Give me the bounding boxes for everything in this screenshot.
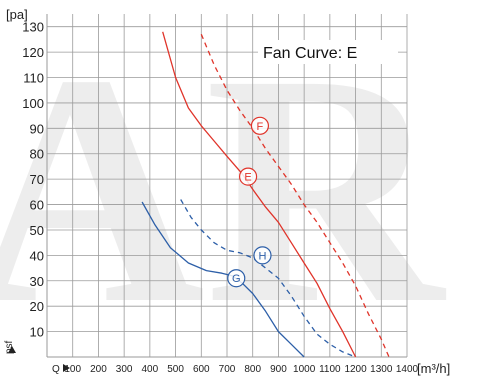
series-label-h: H bbox=[259, 250, 267, 262]
x-prefix-label: Q bbox=[52, 364, 60, 375]
y-tick-label: 130 bbox=[22, 20, 44, 35]
y-axis-unit-label: [pa] bbox=[6, 7, 28, 22]
title-background bbox=[258, 40, 398, 64]
x-tick-label: 1100 bbox=[319, 364, 341, 375]
series-line-h bbox=[180, 199, 356, 358]
x-tick-label: 400 bbox=[142, 364, 159, 375]
series-label-circle bbox=[227, 269, 246, 288]
y-tick-label: 60 bbox=[30, 198, 44, 213]
y-tick-label: 80 bbox=[30, 147, 44, 162]
y-tick-label: 100 bbox=[22, 96, 44, 111]
series-line-e bbox=[162, 31, 357, 358]
series-line-f bbox=[200, 34, 390, 358]
x-tick-label: 300 bbox=[116, 364, 133, 375]
series-label-circle bbox=[253, 246, 272, 265]
y-tick-label: 110 bbox=[23, 71, 44, 86]
y-tick-label: 30 bbox=[30, 274, 44, 289]
x-tick-label: 700 bbox=[219, 364, 236, 375]
x-tick-label: 1400 bbox=[396, 364, 419, 375]
y-arrow-icon bbox=[8, 346, 16, 353]
y-tick-label: 50 bbox=[30, 223, 44, 238]
x-tick-label: 800 bbox=[244, 364, 261, 375]
y-tick-label: 10 bbox=[30, 325, 44, 340]
y-tick-label: 120 bbox=[22, 45, 44, 60]
x-tick-label: 500 bbox=[167, 364, 184, 375]
chart-title: Fan Curve: E bbox=[263, 45, 357, 62]
tick-labels: 100 200 300 400 500 600 700 800 900 1000 1100 1200 1… bbox=[22, 20, 418, 375]
x-tick-label: 1000 bbox=[293, 364, 316, 375]
series-label-g: G bbox=[232, 273, 241, 285]
y-tick-label: 40 bbox=[30, 248, 44, 263]
curve-labels: E F G H bbox=[227, 116, 272, 288]
x-tick-label: 200 bbox=[90, 364, 107, 375]
series-label-circle bbox=[250, 116, 270, 135]
y-side-label: psf bbox=[4, 340, 15, 354]
grid bbox=[46, 14, 408, 358]
x-tick-label: 100 bbox=[64, 364, 81, 375]
series-label-f: F bbox=[257, 121, 264, 133]
series-label-e: E bbox=[244, 172, 251, 184]
x-tick-label: 1200 bbox=[344, 364, 367, 375]
x-tick-label: 1300 bbox=[370, 364, 393, 375]
x-axis-unit-label: [m³/h] bbox=[417, 361, 450, 376]
series-label-circle bbox=[238, 167, 258, 186]
x-tick-label: 900 bbox=[270, 364, 287, 375]
watermark: AR bbox=[0, 7, 447, 372]
y-tick-label: 70 bbox=[30, 172, 44, 187]
y-tick-label: 20 bbox=[30, 299, 44, 314]
x-tick-label: 600 bbox=[193, 364, 210, 375]
y-tick-label: 90 bbox=[30, 121, 44, 136]
x-arrow-icon bbox=[63, 364, 70, 372]
